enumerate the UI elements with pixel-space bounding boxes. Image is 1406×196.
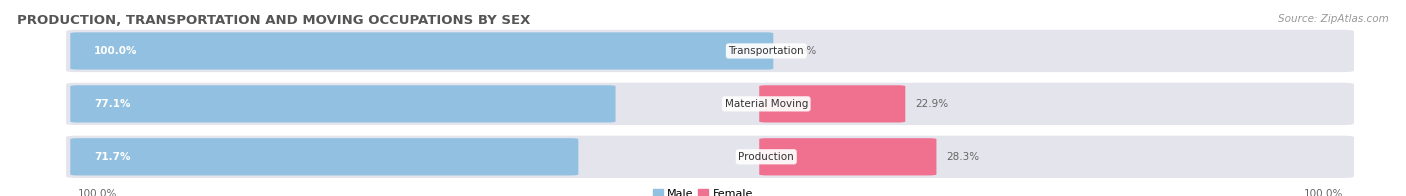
- Text: 100.0%: 100.0%: [94, 46, 138, 56]
- Text: Material Moving: Material Moving: [724, 99, 808, 109]
- Text: 100.0%: 100.0%: [1303, 189, 1343, 196]
- Text: 0.0%: 0.0%: [790, 46, 817, 56]
- FancyBboxPatch shape: [70, 85, 616, 122]
- FancyBboxPatch shape: [70, 138, 578, 175]
- Text: PRODUCTION, TRANSPORTATION AND MOVING OCCUPATIONS BY SEX: PRODUCTION, TRANSPORTATION AND MOVING OC…: [17, 14, 530, 27]
- Text: 71.7%: 71.7%: [94, 152, 131, 162]
- Text: 77.1%: 77.1%: [94, 99, 131, 109]
- Text: 100.0%: 100.0%: [77, 189, 117, 196]
- Text: Transportation: Transportation: [728, 46, 804, 56]
- FancyBboxPatch shape: [66, 83, 1354, 125]
- Text: 22.9%: 22.9%: [915, 99, 948, 109]
- FancyBboxPatch shape: [70, 32, 773, 70]
- FancyBboxPatch shape: [66, 136, 1354, 178]
- Text: Production: Production: [738, 152, 794, 162]
- Text: Source: ZipAtlas.com: Source: ZipAtlas.com: [1278, 14, 1389, 24]
- Text: 28.3%: 28.3%: [946, 152, 980, 162]
- FancyBboxPatch shape: [66, 30, 1354, 72]
- FancyBboxPatch shape: [759, 138, 936, 175]
- Legend: Male, Female: Male, Female: [648, 184, 758, 196]
- FancyBboxPatch shape: [759, 85, 905, 122]
